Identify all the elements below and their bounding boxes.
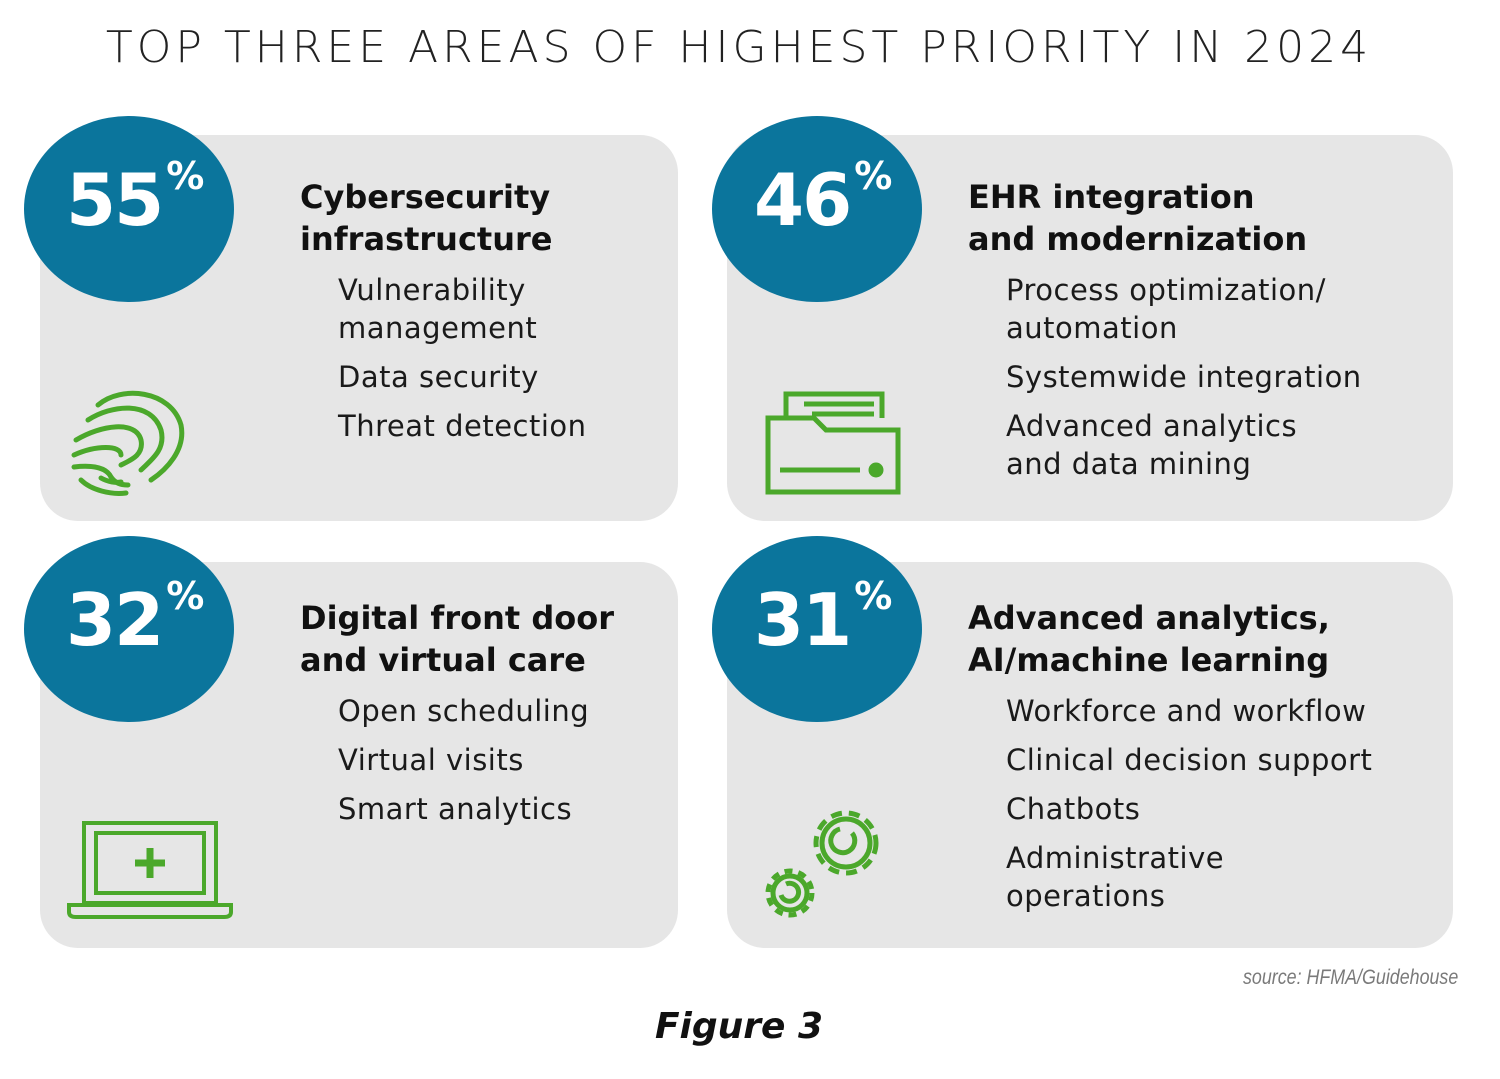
item-list: Process optimization/ automation Systemw… — [1006, 271, 1362, 494]
list-item: Process optimization/ automation — [1006, 273, 1326, 345]
percent-value: 55% — [66, 154, 204, 242]
page-title: TOP THREE AREAS OF HIGHEST PRIORITY IN 2… — [105, 22, 1373, 73]
card-heading: Cybersecurity infrastructure — [300, 178, 553, 258]
list-item: Vulnerability management — [338, 273, 538, 345]
list-item: Open scheduling — [338, 694, 590, 728]
item-list: Vulnerability management Data security T… — [338, 271, 587, 456]
list-item: Chatbots — [1006, 792, 1141, 826]
list-item: Workforce and workflow — [1006, 694, 1367, 728]
percent-sign: % — [854, 574, 892, 618]
percent-circle: 31% — [712, 536, 922, 722]
list-item: Advanced analytics and data mining — [1006, 409, 1298, 481]
list-item: Threat detection — [338, 409, 587, 443]
percent-number: 55 — [66, 158, 164, 242]
list-item: Administrative operations — [1006, 841, 1225, 913]
percent-value: 31% — [754, 574, 892, 662]
list-item: Smart analytics — [338, 792, 573, 826]
card-heading: EHR integration and modernization — [968, 178, 1308, 258]
list-item: Virtual visits — [338, 743, 524, 777]
item-list: Workforce and workflow Clinical decision… — [1006, 692, 1372, 926]
percent-circle: 55% — [24, 116, 234, 302]
laptop-medical-icon — [67, 821, 233, 919]
card-heading: Advanced analytics, AI/machine learning — [968, 599, 1330, 679]
list-item: Clinical decision support — [1006, 743, 1373, 777]
percent-sign: % — [166, 574, 204, 618]
list-item: Systemwide integration — [1006, 360, 1362, 394]
percent-circle: 32% — [24, 536, 234, 722]
card-heading: Digital front door and virtual care — [300, 599, 614, 679]
percent-number: 32 — [66, 578, 164, 662]
percent-number: 31 — [754, 578, 852, 662]
percent-value: 46% — [754, 154, 892, 242]
percent-circle: 46% — [712, 116, 922, 302]
gears-icon — [765, 810, 879, 918]
percent-value: 32% — [66, 574, 204, 662]
item-list: Open scheduling Virtual visits Smart ana… — [338, 692, 589, 839]
source-note: source: HFMA/Guidehouse — [1242, 966, 1458, 989]
percent-sign: % — [854, 154, 892, 198]
percent-sign: % — [166, 154, 204, 198]
percent-number: 46 — [754, 158, 852, 242]
list-item: Data security — [338, 360, 539, 394]
fingerprint-icon — [71, 390, 185, 496]
figure-caption: Figure 3 — [654, 1006, 824, 1047]
printer-icon — [765, 391, 901, 495]
